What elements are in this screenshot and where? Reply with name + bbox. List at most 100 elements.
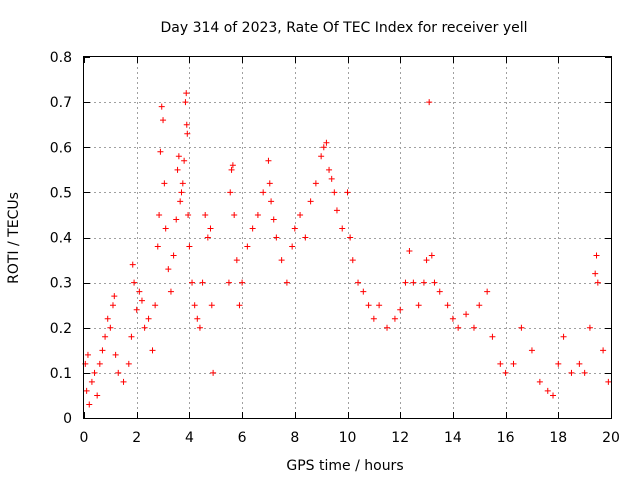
x-tick-label: 20	[602, 430, 620, 446]
data-point	[410, 279, 417, 286]
data-point	[436, 288, 443, 295]
data-point	[191, 302, 198, 309]
data-point	[160, 117, 167, 124]
data-point	[175, 153, 182, 160]
data-point	[249, 225, 256, 232]
data-point	[210, 369, 217, 376]
data-point	[497, 360, 504, 367]
data-point	[96, 360, 103, 367]
x-axis-label: GPS time / hours	[286, 458, 403, 474]
x-tick-label: 2	[132, 430, 141, 446]
data-point	[510, 360, 517, 367]
data-point	[323, 139, 330, 146]
data-point	[428, 252, 435, 259]
data-point	[576, 360, 583, 367]
data-point	[349, 257, 356, 264]
data-point	[185, 211, 192, 218]
data-point	[194, 315, 201, 322]
data-point	[312, 180, 319, 187]
data-point	[476, 302, 483, 309]
data-point	[600, 347, 607, 354]
data-point	[270, 216, 277, 223]
x-tick-label: 10	[339, 430, 357, 446]
data-point	[484, 288, 491, 295]
data-point	[131, 279, 138, 286]
data-point	[91, 369, 98, 376]
y-tick-label: 0.4	[50, 231, 72, 247]
data-point	[307, 198, 314, 205]
data-point	[181, 157, 188, 164]
data-point	[291, 225, 298, 232]
data-point	[183, 90, 190, 97]
data-point	[470, 324, 477, 331]
data-point	[136, 288, 143, 295]
data-point	[344, 189, 351, 196]
data-point	[268, 198, 275, 205]
y-tick-label: 0.2	[50, 321, 72, 337]
data-point	[138, 297, 145, 304]
data-point	[112, 351, 119, 358]
data-point	[360, 288, 367, 295]
data-point	[592, 270, 599, 277]
data-point	[84, 351, 91, 358]
data-point	[244, 243, 251, 250]
data-point	[99, 347, 106, 354]
data-point	[489, 333, 496, 340]
data-point	[104, 315, 111, 322]
data-point	[128, 333, 135, 340]
data-point	[415, 302, 422, 309]
data-point	[391, 315, 398, 322]
data-point	[158, 103, 165, 110]
data-point	[365, 302, 372, 309]
y-tick-label: 0.7	[50, 95, 72, 111]
data-point	[581, 369, 588, 376]
data-point	[431, 279, 438, 286]
data-point	[318, 153, 325, 160]
data-point	[152, 302, 159, 309]
x-tick-label: 16	[497, 430, 515, 446]
data-point	[170, 252, 177, 259]
data-point	[555, 360, 562, 367]
data-point	[328, 175, 335, 182]
data-point	[141, 324, 148, 331]
data-point	[273, 234, 280, 241]
data-point	[120, 378, 127, 385]
data-point	[162, 225, 169, 232]
data-point	[186, 243, 193, 250]
data-point	[406, 248, 413, 255]
chart-title: Day 314 of 2023, Rate Of TEC Index for r…	[160, 20, 527, 36]
y-tick-label: 0.3	[50, 276, 72, 292]
x-tick-label: 14	[444, 430, 462, 446]
data-point	[86, 401, 93, 408]
data-point	[449, 315, 456, 322]
data-point	[528, 347, 535, 354]
data-point	[586, 324, 593, 331]
data-point	[178, 189, 185, 196]
data-point	[125, 360, 132, 367]
data-point	[184, 130, 191, 137]
data-point	[536, 378, 543, 385]
y-axis: 0 0.1 0.2 0.3 0.4 0.5 0.6 0.7 0.8	[50, 50, 611, 427]
data-point	[196, 324, 203, 331]
data-point	[331, 189, 338, 196]
data-point	[423, 257, 430, 264]
x-tick-label: 12	[391, 430, 409, 446]
data-point	[347, 234, 354, 241]
data-point	[207, 225, 214, 232]
data-point	[376, 302, 383, 309]
data-point	[402, 279, 409, 286]
data-point	[289, 243, 296, 250]
data-point	[297, 211, 304, 218]
x-tick-label: 0	[80, 430, 89, 446]
data-point	[426, 99, 433, 106]
data-point	[444, 302, 451, 309]
data-point	[266, 180, 273, 187]
data-point	[156, 211, 163, 218]
data-point	[183, 121, 190, 128]
data-point	[133, 306, 140, 313]
data-point	[145, 315, 152, 322]
data-point	[208, 302, 215, 309]
data-point	[109, 302, 116, 309]
y-tick-label: 0.5	[50, 185, 72, 201]
